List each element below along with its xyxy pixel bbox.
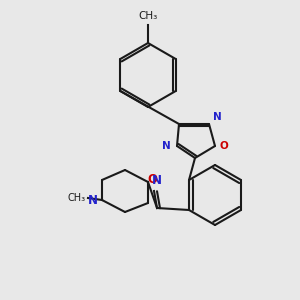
Text: O: O — [147, 173, 157, 186]
Text: N: N — [162, 141, 171, 151]
Text: CH₃: CH₃ — [68, 193, 86, 203]
Text: N: N — [152, 175, 162, 188]
Text: N: N — [213, 112, 222, 122]
Text: CH₃: CH₃ — [138, 11, 158, 21]
Text: N: N — [88, 194, 98, 206]
Text: O: O — [220, 141, 229, 151]
